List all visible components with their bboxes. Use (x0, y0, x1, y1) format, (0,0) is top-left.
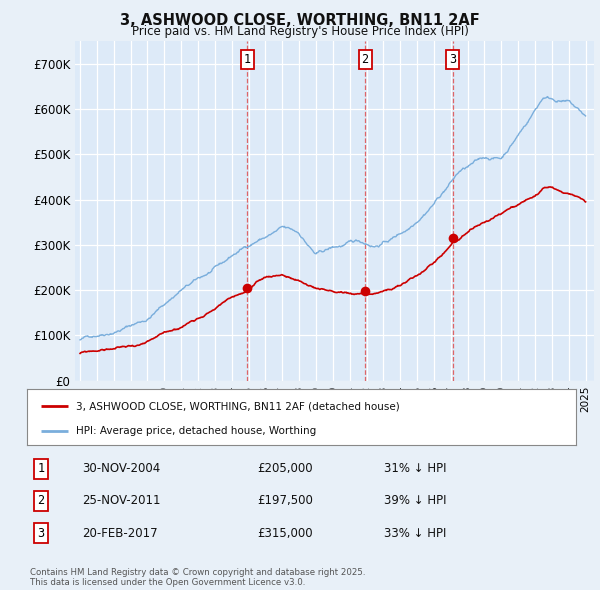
Text: 3, ASHWOOD CLOSE, WORTHING, BN11 2AF: 3, ASHWOOD CLOSE, WORTHING, BN11 2AF (120, 13, 480, 28)
Text: 20-FEB-2017: 20-FEB-2017 (82, 527, 158, 540)
Text: HPI: Average price, detached house, Worthing: HPI: Average price, detached house, Wort… (76, 427, 317, 437)
Text: 25-NOV-2011: 25-NOV-2011 (82, 494, 160, 507)
Text: 33% ↓ HPI: 33% ↓ HPI (384, 527, 446, 540)
Text: 31% ↓ HPI: 31% ↓ HPI (384, 463, 446, 476)
Text: £315,000: £315,000 (257, 527, 313, 540)
Text: 39% ↓ HPI: 39% ↓ HPI (384, 494, 446, 507)
Text: Price paid vs. HM Land Registry's House Price Index (HPI): Price paid vs. HM Land Registry's House … (131, 25, 469, 38)
Text: Contains HM Land Registry data © Crown copyright and database right 2025.
This d: Contains HM Land Registry data © Crown c… (30, 568, 365, 587)
Text: 2: 2 (362, 53, 369, 66)
Text: 3: 3 (449, 53, 457, 66)
Text: 3: 3 (37, 527, 44, 540)
Text: 1: 1 (37, 463, 44, 476)
Text: £205,000: £205,000 (257, 463, 313, 476)
Text: £197,500: £197,500 (257, 494, 313, 507)
Text: 3, ASHWOOD CLOSE, WORTHING, BN11 2AF (detached house): 3, ASHWOOD CLOSE, WORTHING, BN11 2AF (de… (76, 401, 400, 411)
Text: 1: 1 (244, 53, 251, 66)
Text: 2: 2 (37, 494, 44, 507)
Text: 30-NOV-2004: 30-NOV-2004 (82, 463, 160, 476)
